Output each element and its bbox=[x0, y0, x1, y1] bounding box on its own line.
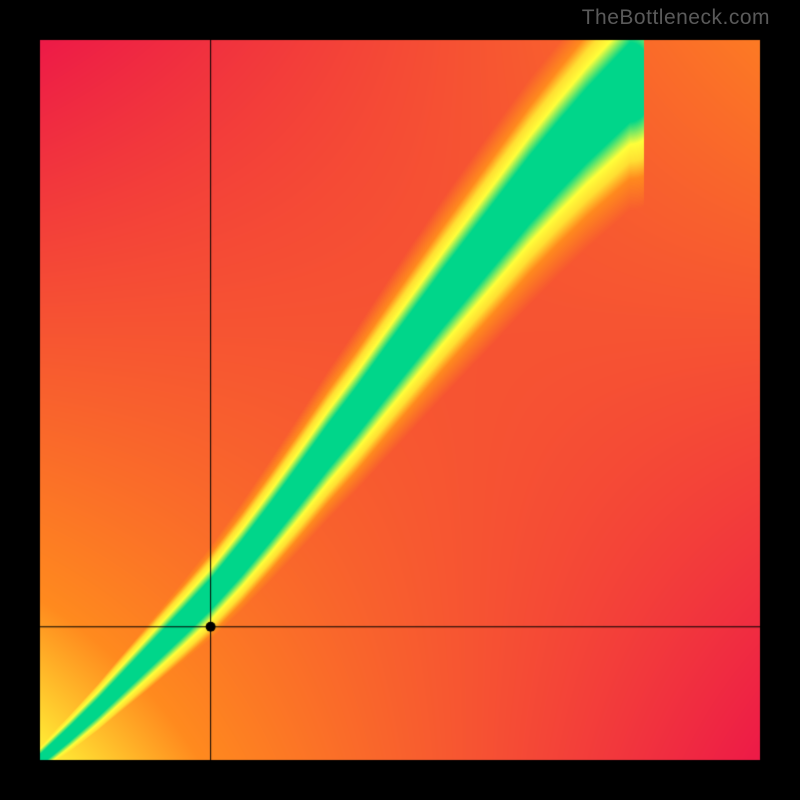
chart-container: TheBottleneck.com bbox=[0, 0, 800, 800]
watermark-text: TheBottleneck.com bbox=[582, 6, 770, 30]
bottleneck-heatmap bbox=[0, 0, 800, 800]
